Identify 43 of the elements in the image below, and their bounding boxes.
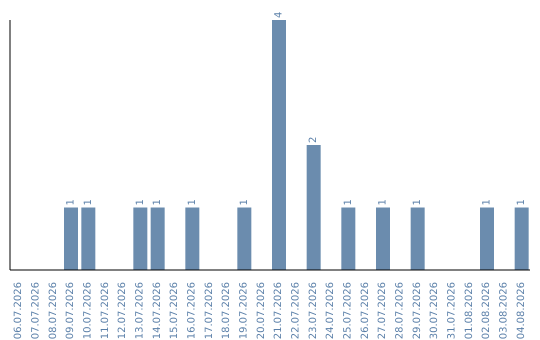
- data-label: 1: [482, 199, 492, 206]
- x-tick-label: 25.07.2026: [342, 282, 354, 340]
- data-label: 1: [82, 199, 94, 206]
- x-tick-label: 19.07.2026: [238, 282, 250, 340]
- x-tick-label: 01.08.2026: [464, 282, 475, 340]
- x-tick-label: 08.07.2026: [48, 282, 59, 340]
- x-tick-label: 07.07.2026: [30, 282, 42, 340]
- data-label: 1: [342, 199, 354, 206]
- x-tick-label: 03.08.2026: [498, 282, 510, 340]
- x-tick-label: 11.07.2026: [100, 282, 111, 340]
- data-label: 1: [134, 199, 146, 206]
- x-tick-label: 18.07.2026: [221, 282, 232, 340]
- x-tick-label: 02.08.2026: [481, 282, 492, 340]
- x-tick-label: 21.07.2026: [273, 282, 284, 340]
- x-tick-label: 22.07.2026: [290, 282, 302, 340]
- x-tick-label: 17.07.2026: [204, 282, 215, 340]
- x-tick-label: 16.07.2026: [186, 282, 198, 340]
- data-label: 1: [378, 199, 388, 206]
- x-tick-label: 29.07.2026: [412, 282, 423, 340]
- data-label: 2: [308, 136, 320, 143]
- data-label: 1: [238, 199, 250, 206]
- x-tick-label: 10.07.2026: [82, 282, 94, 340]
- x-tick-label: 28.07.2026: [394, 282, 406, 340]
- x-tick-label: 04.08.2026: [516, 282, 527, 340]
- data-label: 1: [66, 199, 76, 206]
- x-tick-label: 26.07.2026: [360, 282, 371, 340]
- x-tick-label: 30.07.2026: [429, 282, 440, 340]
- data-label: 1: [186, 199, 198, 206]
- x-tick-label: 31.07.2026: [446, 282, 458, 340]
- data-label: 1: [152, 199, 164, 206]
- x-tick-label: 24.07.2026: [325, 282, 336, 340]
- x-tick-label: 14.07.2026: [152, 282, 163, 340]
- x-tick-label: 23.07.2026: [308, 282, 319, 340]
- x-tick-label: 06.07.2026: [13, 282, 24, 340]
- x-tick-label: 20.07.2026: [256, 282, 267, 340]
- data-label: 1: [412, 199, 424, 206]
- data-label: 4: [274, 12, 284, 18]
- x-tick-label: 27.07.2026: [377, 282, 388, 340]
- x-tick-label: 13.07.2026: [134, 282, 146, 340]
- x-tick-label: 12.07.2026: [117, 282, 128, 340]
- data-label: 1: [516, 199, 528, 206]
- x-tick-label: 09.07.2026: [65, 282, 76, 340]
- x-tick-label: 15.07.2026: [169, 282, 180, 340]
